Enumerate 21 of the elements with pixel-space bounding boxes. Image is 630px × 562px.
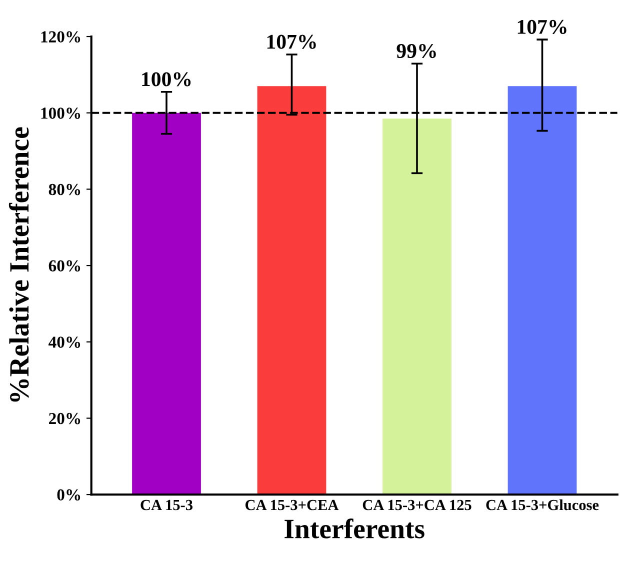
y-tick-label: 40% [48,336,80,348]
x-axis-title: Interferents [284,518,424,538]
bar [132,112,201,495]
y-tick-label: 20% [48,412,80,424]
y-axis-title: %Relative Interference [8,127,29,402]
y-tick-label: 80% [48,184,80,196]
x-tick-label: CA 15-3+Glucose [486,499,599,510]
x-tick-label: CA 15-3+CA 125 [362,500,472,510]
y-tick-label: 120% [41,31,80,43]
data-label: 99% [396,44,436,58]
y-tick-label: 0% [57,489,80,501]
bar [257,86,326,495]
data-label: 100% [142,72,191,86]
x-tick-label: CA 15-3 [140,500,192,510]
data-label: 107% [267,34,316,49]
x-tick-label: CA 15-3+CEA [245,500,339,510]
bar [508,86,577,495]
data-label: 107% [518,20,566,34]
bar [382,118,452,495]
y-tick-label: 60% [48,260,80,272]
y-tick-label: 100% [41,108,80,119]
